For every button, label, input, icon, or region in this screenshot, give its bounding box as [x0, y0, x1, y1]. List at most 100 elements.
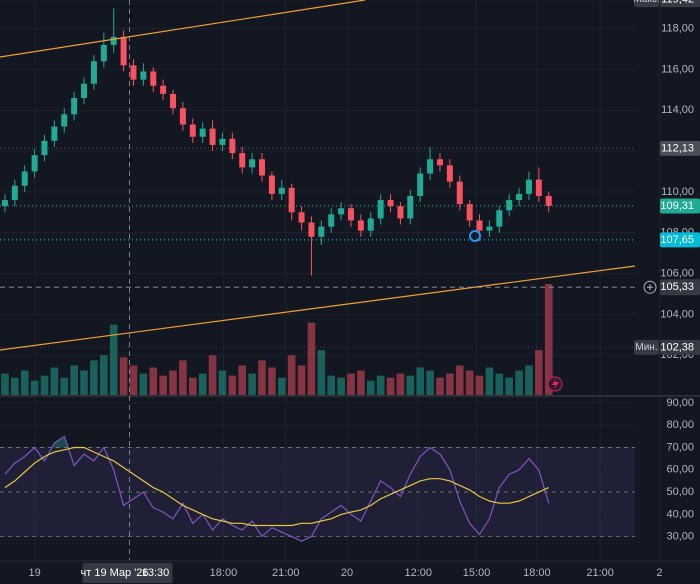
- x-tick-label: 19: [28, 567, 40, 579]
- candle-body: [160, 85, 167, 94]
- volume-bar: [169, 370, 177, 396]
- price-tag-box: [634, 0, 659, 8]
- volume-bar: [416, 367, 424, 396]
- volume-bar: [90, 360, 98, 396]
- price-label-box: [660, 0, 700, 8]
- volume-bar: [218, 370, 227, 396]
- y-tick-label: 106,00: [660, 267, 694, 279]
- price-label: 119,42: [661, 0, 694, 5]
- candle-body: [328, 214, 335, 227]
- y-tick-label: 118,00: [661, 22, 694, 34]
- candle-body: [179, 108, 186, 125]
- rsi-tick-label: 50,00: [666, 486, 694, 498]
- candle-body: [496, 210, 503, 227]
- rsi-tick-label: 70,00: [666, 441, 694, 453]
- volume-bar: [11, 377, 19, 396]
- rsi-tick-label: 80,00: [666, 419, 694, 431]
- candle-body: [209, 128, 216, 145]
- volume-bar: [70, 365, 78, 396]
- volume-bar: [139, 373, 148, 396]
- candle-body: [446, 165, 453, 182]
- volume-bar: [129, 365, 138, 396]
- candle-body: [120, 36, 127, 66]
- volume-bar: [1, 373, 9, 396]
- volume-bar: [495, 373, 504, 396]
- trend-line[interactable]: [0, 0, 366, 58]
- x-tick-label: 21:00: [586, 567, 614, 579]
- volume-bar: [179, 360, 187, 396]
- candle-body: [259, 159, 266, 176]
- candle-body: [239, 153, 246, 168]
- candle-body: [377, 200, 384, 219]
- candle-body: [427, 159, 434, 174]
- volume-bar: [317, 350, 326, 396]
- price-label-box: [660, 339, 700, 355]
- candle-body: [417, 173, 424, 196]
- x-tick-label: 18:00: [523, 567, 551, 579]
- volume-bar: [436, 377, 444, 396]
- volume-bar: [198, 373, 207, 396]
- candle-body: [71, 97, 78, 115]
- candle-body: [338, 208, 345, 215]
- crosshair-price-label: 105,33: [660, 281, 694, 293]
- volume-bar: [60, 377, 69, 396]
- volume-bar: [485, 367, 494, 396]
- volume-bar: [119, 357, 128, 396]
- candle-body: [90, 61, 97, 84]
- price-label-box: [660, 232, 700, 248]
- price-label: 112,13: [661, 142, 694, 154]
- candle-body: [278, 187, 285, 194]
- y-tick-label: 110,00: [661, 186, 694, 198]
- rsi-tick-label: 60,00: [666, 464, 694, 476]
- volume-bar: [396, 373, 405, 396]
- candle-body: [219, 138, 226, 145]
- crosshair-price-box: [660, 279, 700, 296]
- alert-marker[interactable]: [469, 230, 481, 242]
- volume-bar: [446, 373, 454, 396]
- rsi-tick-label: 90,00: [666, 397, 694, 409]
- candle-body: [110, 36, 117, 45]
- plot: [1, 8, 553, 542]
- candle-body: [268, 175, 275, 194]
- rsi-ma-line: [4, 446, 549, 527]
- x-tick-label: 2: [656, 567, 662, 579]
- volume-bar: [20, 370, 29, 396]
- volume-bar: [525, 365, 533, 396]
- candle-body: [545, 195, 552, 206]
- candle-body: [308, 222, 315, 237]
- volume-bar: [188, 377, 197, 396]
- volume-bar: [258, 360, 266, 396]
- volume-bar: [80, 370, 88, 396]
- crosshair-date-label: чт 19 Мар '26: [81, 567, 149, 579]
- volume-bar: [268, 367, 276, 396]
- volume-bar: [366, 380, 375, 396]
- volume-bar: [307, 322, 316, 396]
- trend-line[interactable]: [0, 265, 636, 351]
- candle-body: [21, 171, 28, 186]
- candle-body: [41, 140, 48, 156]
- volume-bar: [376, 375, 385, 396]
- candle-body: [407, 195, 414, 219]
- candle-body: [170, 93, 177, 109]
- candle-body: [506, 200, 513, 211]
- candle-body: [189, 124, 196, 137]
- rsi-tick-label: 30,00: [666, 531, 694, 543]
- volume-bar: [208, 355, 217, 396]
- candle-body: [11, 185, 18, 201]
- price-label: 107,65: [660, 234, 694, 246]
- candle-body: [436, 159, 443, 166]
- volume-bar: [50, 367, 59, 396]
- volume-bar: [149, 367, 158, 396]
- candle-body: [387, 200, 394, 207]
- candle-body: [466, 204, 473, 221]
- price-tag: Макс.: [633, 0, 659, 5]
- candle-body: [1, 200, 8, 207]
- candle-body: [229, 138, 236, 154]
- volume-bar: [426, 370, 434, 396]
- volume-bar: [248, 373, 256, 396]
- event-icon-bolt: [552, 378, 559, 390]
- volume-bar: [297, 365, 306, 396]
- candle-body: [199, 128, 206, 137]
